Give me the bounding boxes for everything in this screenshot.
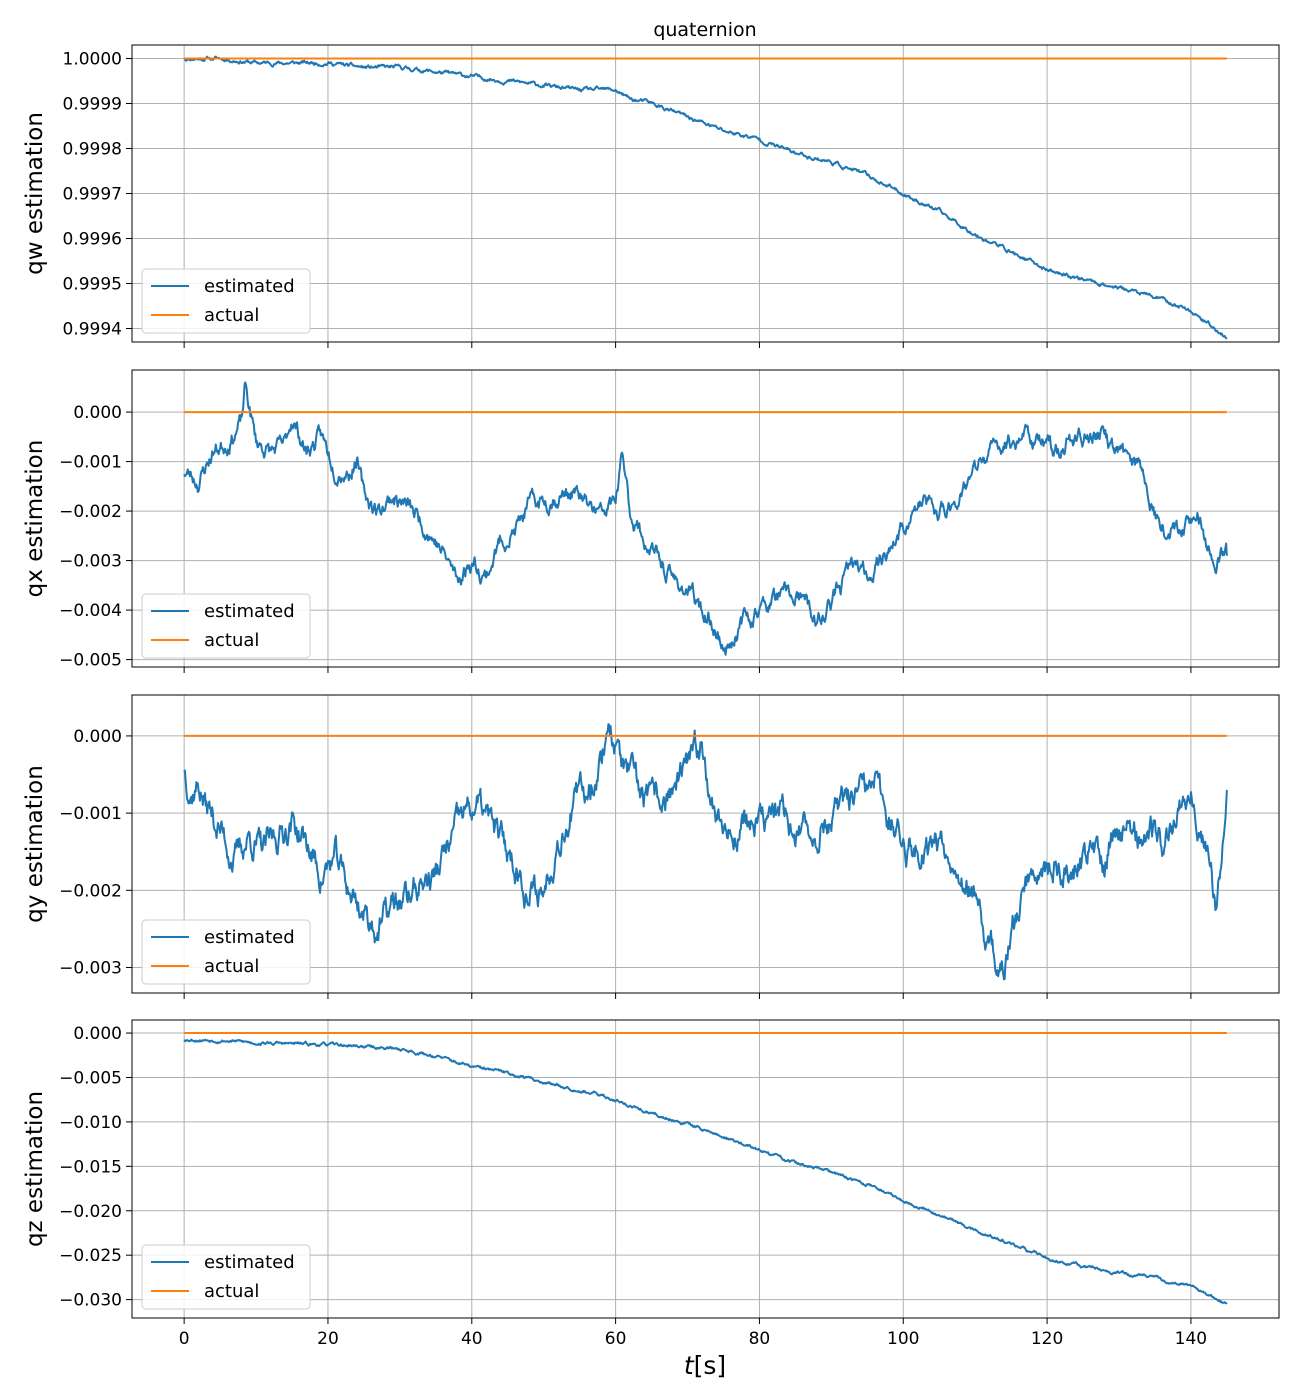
y-tick-label: 0.9997 (63, 185, 122, 205)
subplot-qy: −0.003 −0.002 −0.001 0.000 qy estimation esti… (22, 694, 1280, 999)
legend-label-actual: actual (204, 956, 259, 977)
legend-label-estimated: estimated (204, 1252, 295, 1273)
y-tick-label: −0.002 (59, 881, 122, 901)
y-tick-label: −0.002 (59, 502, 122, 522)
y-tick-label: 0.000 (73, 403, 122, 423)
series-line-estimated (183, 381, 1228, 656)
y-tick-label: 0.000 (73, 727, 122, 747)
y-axis-label: qx estimation (22, 440, 48, 598)
legend-qx: estimated actual (141, 593, 311, 659)
series-line-estimated (183, 55, 1228, 340)
x-label-variable: t (684, 1351, 695, 1380)
axes-frame (131, 694, 1280, 994)
legend-qw: estimated actual (141, 268, 311, 334)
grid-qw (132, 45, 1279, 342)
x-tick-label: 120 (1031, 1329, 1063, 1349)
y-tick-label: 0.000 (73, 1024, 122, 1044)
subplot-stack: 0.9994 0.9995 0.9996 0.9997 0.9998 0.9999 1.00… (22, 44, 1280, 1349)
series-line-estimated (183, 723, 1228, 981)
y-tick-label: −0.004 (59, 601, 122, 621)
x-ticks-qw (183, 342, 1192, 348)
series-group-qw (183, 55, 1228, 340)
y-tick-label: −0.025 (59, 1246, 122, 1266)
y-tick-label: −0.015 (59, 1157, 122, 1177)
y-tick-label: 1.0000 (63, 50, 122, 70)
y-ticks-qy: −0.003 −0.002 −0.001 0.000 (59, 727, 132, 979)
y-axis-label: qz estimation (22, 1091, 48, 1247)
y-tick-label: 0.9996 (63, 230, 122, 250)
series-line-estimated (183, 1038, 1228, 1305)
y-axis-label: qw estimation (22, 112, 48, 275)
y-tick-label: −0.030 (59, 1291, 122, 1311)
x-tick-label: 20 (317, 1329, 339, 1349)
legend-label-actual: actual (204, 630, 259, 651)
axes-frame (131, 369, 1280, 668)
y-tick-label: 0.9994 (63, 320, 122, 340)
y-tick-label: −0.005 (59, 1068, 122, 1088)
x-ticks-qy (183, 993, 1192, 999)
series-group-qy (183, 723, 1228, 981)
series-group-qx (183, 381, 1228, 656)
x-tick-label: 60 (605, 1329, 627, 1349)
y-tick-label: −0.001 (59, 804, 122, 824)
legend-qy: estimated actual (141, 919, 311, 985)
x-tick-label: 140 (1175, 1329, 1207, 1349)
series-group-qz (183, 1032, 1228, 1305)
legend-label-actual: actual (204, 305, 259, 326)
subplot-qx: −0.005 −0.004 −0.003 −0.002 −0.001 0.000 qx es… (22, 369, 1280, 673)
legend-label-estimated: estimated (204, 601, 295, 622)
shared-x-axis-label: t[s] (684, 1351, 726, 1380)
y-ticks-qz: −0.030 −0.025 −0.020 −0.015 −0.010 −0.005 0.00… (59, 1024, 132, 1311)
y-tick-label: −0.003 (59, 959, 122, 979)
legend-qz: estimated actual (141, 1244, 311, 1310)
y-tick-label: 0.9995 (63, 275, 122, 295)
y-tick-label: 0.9999 (63, 95, 122, 115)
y-tick-label: −0.003 (59, 552, 122, 572)
x-ticks-qz: 0 20 40 60 80 100 120 140 (179, 1318, 1207, 1349)
y-tick-label: −0.020 (59, 1202, 122, 1222)
x-tick-label: 40 (461, 1329, 483, 1349)
y-tick-label: −0.010 (59, 1113, 122, 1133)
y-tick-label: 0.9998 (63, 140, 122, 160)
legend-label-estimated: estimated (204, 276, 295, 297)
x-tick-label: 80 (749, 1329, 771, 1349)
x-tick-label: 0 (179, 1329, 190, 1349)
legend-label-estimated: estimated (204, 927, 295, 948)
y-ticks-qx: −0.005 −0.004 −0.003 −0.002 −0.001 0.000 (59, 403, 132, 671)
y-tick-label: −0.001 (59, 453, 122, 473)
figure-title: quaternion (653, 19, 756, 41)
axes-frame (131, 1019, 1280, 1319)
x-ticks-qx (183, 667, 1192, 673)
y-ticks-qw: 0.9994 0.9995 0.9996 0.9997 0.9998 0.9999 1.00… (63, 50, 132, 340)
y-tick-label: −0.005 (59, 651, 122, 671)
subplot-qz: 0 20 40 60 80 100 120 140−0.030−0.025−0.020−0.0… (22, 1019, 1280, 1349)
legend-label-actual: actual (204, 1281, 259, 1302)
x-label-unit: [s] (694, 1351, 727, 1380)
x-tick-label: 100 (887, 1329, 919, 1349)
y-axis-label: qy estimation (22, 765, 48, 923)
subplot-qw: 0.9994 0.9995 0.9996 0.9997 0.9998 0.9999 1.00… (22, 44, 1280, 348)
